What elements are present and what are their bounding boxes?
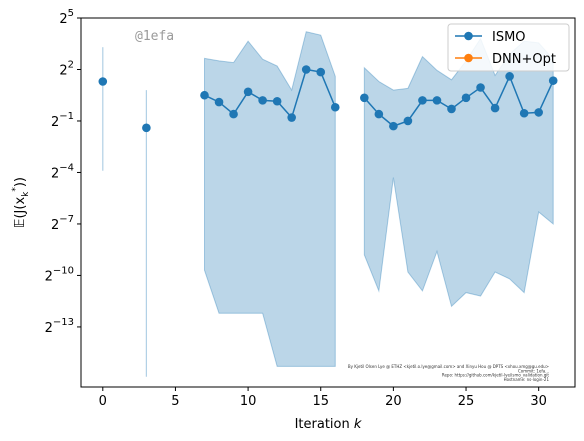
data-point xyxy=(447,105,456,114)
data-point xyxy=(433,96,442,105)
data-point xyxy=(476,83,485,92)
x-tick-label: 25 xyxy=(458,394,475,409)
data-point xyxy=(142,124,151,133)
x-axis-label: Iteration k xyxy=(295,417,362,432)
data-point xyxy=(316,68,325,77)
data-point xyxy=(273,97,282,106)
data-point xyxy=(360,94,369,103)
data-point xyxy=(200,91,209,100)
data-point xyxy=(302,65,311,74)
x-axis-ticks: 0 5 10 15 20 25 30 xyxy=(99,387,547,409)
legend-label: DNN+Opt xyxy=(492,52,556,67)
data-point xyxy=(287,113,296,122)
credit-block: By Kjetil Olsen Lye @ ETHZ <kjetil.o.lye… xyxy=(348,364,550,382)
data-point xyxy=(549,76,558,85)
x-tick-label: 10 xyxy=(240,394,257,409)
data-point xyxy=(375,110,384,119)
y-tick-label: 22 xyxy=(59,59,74,78)
watermark-text: @1efa xyxy=(135,29,174,44)
credit-line: Hostname: ns-login-21 xyxy=(504,377,550,382)
x-tick-label: 5 xyxy=(171,394,179,409)
band-segment xyxy=(205,32,336,367)
legend-label: ISMO xyxy=(492,30,526,45)
data-point xyxy=(331,103,340,112)
data-point xyxy=(505,72,514,81)
legend-marker-swatch xyxy=(464,54,473,63)
data-point xyxy=(404,117,413,126)
y-tick-label: 2−13 xyxy=(45,317,74,336)
data-point xyxy=(418,96,427,105)
y-tick-label: 25 xyxy=(59,8,74,27)
x-tick-label: 15 xyxy=(312,394,329,409)
data-point xyxy=(491,104,500,113)
data-point xyxy=(462,94,471,103)
legend: ISMO DNN+Opt xyxy=(448,24,569,71)
y-tick-label: 2−10 xyxy=(45,265,74,284)
data-point xyxy=(229,110,238,119)
y-axis-label: 𝔼(J(xk*)) xyxy=(11,177,31,228)
y-axis-ticks: 25 22 2−1 2−4 2−7 2−10 2−13 xyxy=(45,8,81,336)
y-tick-label: 2−7 xyxy=(51,214,74,233)
data-point xyxy=(520,109,529,118)
data-point xyxy=(389,122,398,131)
band-segment xyxy=(364,39,553,307)
legend-marker-swatch xyxy=(464,32,473,41)
x-tick-label: 0 xyxy=(99,394,107,409)
y-tick-label: 2−4 xyxy=(51,162,74,181)
data-point xyxy=(215,98,224,107)
confidence-bands xyxy=(103,32,553,377)
y-tick-label: 2−1 xyxy=(51,111,74,130)
x-tick-label: 30 xyxy=(530,394,547,409)
data-point xyxy=(98,77,107,86)
data-point xyxy=(534,108,543,117)
data-point xyxy=(258,96,267,105)
x-tick-label: 20 xyxy=(385,394,402,409)
data-point xyxy=(244,88,253,97)
